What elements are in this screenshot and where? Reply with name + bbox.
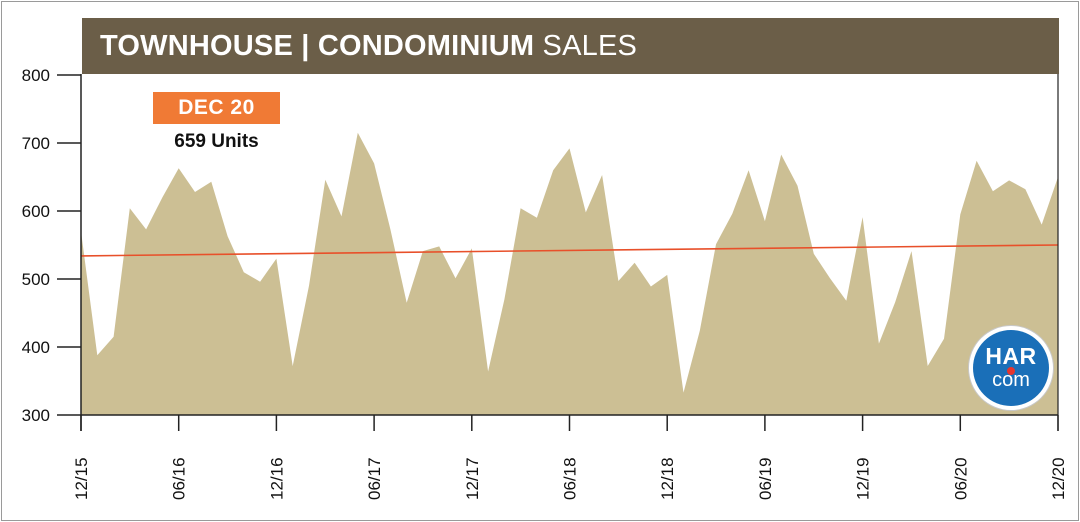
chart-title: TOWNHOUSE | CONDOMINIUM SALES [82,18,1059,74]
y-tick-label: 300 [22,406,50,425]
logo-text-com: com [992,369,1030,391]
x-tick-label: 06/17 [365,457,384,500]
x-tick-label: 06/16 [170,457,189,500]
y-tick-label: 500 [22,270,50,289]
y-tick-label: 600 [22,202,50,221]
chart-title-bold: TOWNHOUSE | CONDOMINIUM [100,30,535,62]
chart-title-light: SALES [542,30,638,62]
trend-line [80,244,1059,257]
har-logo: HAR com [973,330,1049,406]
x-tick-label: 12/15 [72,457,91,500]
x-tick-label: 06/18 [561,457,580,500]
logo-dot-icon [1007,367,1015,375]
sales-area [81,132,1058,416]
x-tick-label: 12/17 [463,457,482,500]
logo-text-har: HAR [985,343,1037,369]
x-tick-label: 12/18 [658,457,677,500]
x-tick-label: 06/20 [951,457,970,500]
y-tick-label: 400 [22,338,50,357]
x-tick-label: 12/19 [854,457,873,500]
units-label: 659 Units [174,131,259,152]
x-tick-label: 06/19 [756,457,775,500]
date-badge: DEC 20 [153,92,280,124]
x-tick-label: 12/16 [267,457,286,500]
y-tick-label: 800 [22,66,50,85]
y-tick-label: 700 [22,134,50,153]
x-tick-label: 12/20 [1049,457,1068,500]
